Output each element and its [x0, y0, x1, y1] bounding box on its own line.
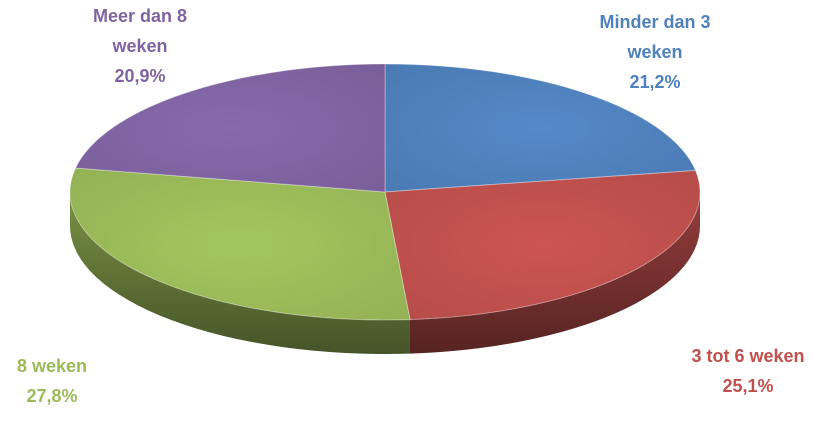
pie-depth-layer [70, 192, 701, 354]
slice-8-weken [69, 167, 411, 321]
data-label-meer-dan-8-weken: Meer dan 8 weken 20,9% [93, 6, 187, 86]
data-label-text: 8 weken [17, 356, 87, 376]
pie-label-layer: Minder dan 3 weken 21,2% 3 tot 6 weken 25,1%… [17, 6, 805, 406]
data-label-text: Meer dan 8 [93, 6, 187, 26]
data-label-value: 20,9% [114, 66, 165, 86]
data-label-value: 27,8% [26, 386, 77, 406]
data-label-value: 21,2% [629, 72, 680, 92]
slice-meer-dan-8-weken [74, 63, 386, 193]
slice-3-tot-6-weken [384, 169, 701, 321]
data-label-text: Minder dan 3 [599, 12, 710, 32]
data-label-text: weken [111, 36, 167, 56]
slice-side-8-weken [70, 192, 410, 354]
data-label-text: 3 tot 6 weken [691, 346, 804, 366]
data-label-minder-dan-3-weken: Minder dan 3 weken 21,2% [599, 12, 710, 92]
data-label-8-weken: 8 weken 27,8% [17, 356, 87, 406]
data-label-3-tot-6-weken: 3 tot 6 weken 25,1% [691, 346, 804, 396]
data-label-value: 25,1% [722, 376, 773, 396]
slice-side-3-tot-6-weken [409, 192, 701, 354]
pie-top-layer [69, 63, 701, 321]
data-label-text: weken [626, 42, 682, 62]
slice-minder-dan-3-weken [384, 63, 697, 193]
